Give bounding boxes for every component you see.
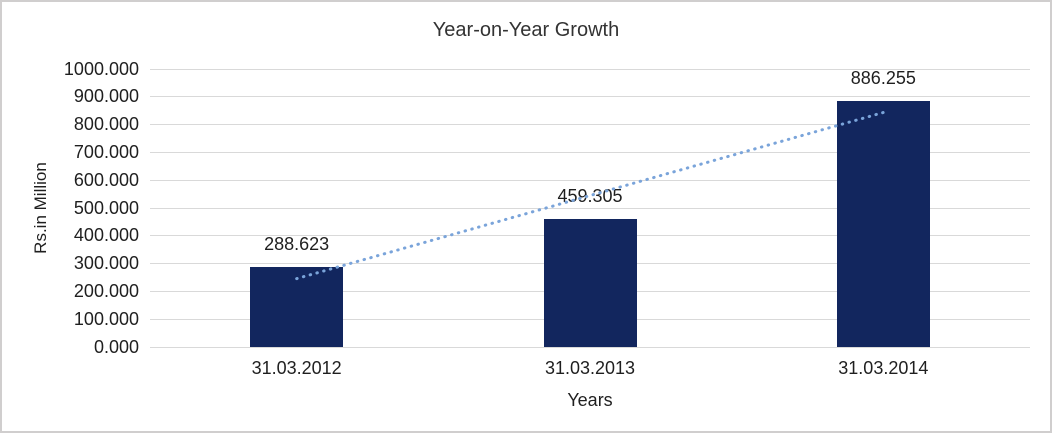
data-label: 459.305: [557, 186, 623, 207]
x-axis-line: [150, 346, 1030, 348]
y-tick-label: 600.000: [73, 169, 139, 190]
gridline: [150, 68, 1030, 70]
y-tick-label: 1000.000: [63, 58, 139, 79]
x-tick-label: 31.03.2012: [251, 358, 342, 378]
data-label: 288.623: [264, 233, 330, 254]
y-tick-label: 500.000: [73, 197, 139, 218]
y-tick-label: 300.000: [73, 253, 139, 274]
x-tick-label: 31.03.2013: [544, 358, 636, 378]
x-axis-title: Years: [567, 390, 613, 410]
gridline: [150, 96, 1030, 98]
y-tick-label: 0.000: [93, 336, 139, 357]
bar-31.03.2012: [250, 266, 344, 347]
y-tick-label: 700.000: [73, 141, 139, 162]
data-label: 886.255: [850, 67, 916, 88]
y-tick-label: 200.000: [73, 280, 139, 301]
x-tick-label: 31.03.2014: [838, 358, 929, 378]
y-tick-label: 900.000: [73, 86, 139, 107]
y-tick-label: 100.000: [73, 308, 139, 329]
bar-31.03.2013: [543, 219, 637, 347]
bar-31.03.2014: [836, 100, 930, 347]
y-tick-label: 400.000: [73, 225, 139, 246]
chart-title: Year-on-Year Growth: [432, 19, 620, 41]
y-tick-label: 800.000: [73, 114, 139, 135]
